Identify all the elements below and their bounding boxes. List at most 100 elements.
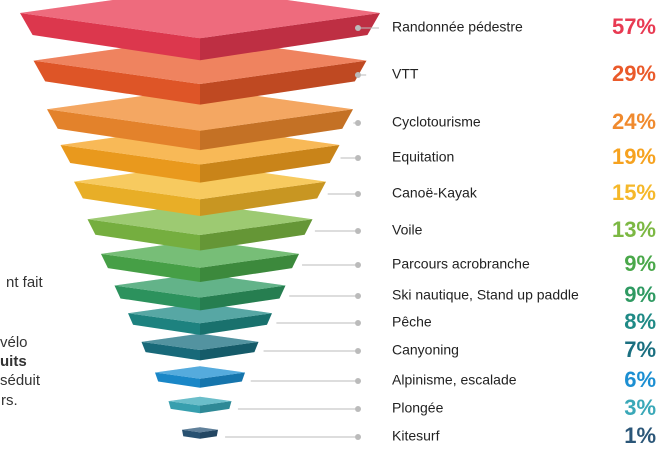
side-text: vélo <box>0 334 28 351</box>
layer-top <box>47 87 353 131</box>
side-text: nt fait <box>6 274 44 291</box>
layer-front-right <box>200 429 218 439</box>
layer-front-right <box>200 60 367 105</box>
category-label: Cyclotourisme <box>392 114 481 130</box>
layer-top <box>128 303 272 324</box>
layer-front-right <box>200 372 245 388</box>
connector-dot <box>355 293 361 299</box>
funnel-layer <box>182 427 218 439</box>
layer-top <box>20 0 380 39</box>
layer-front-right <box>200 144 340 183</box>
layer-top <box>101 240 299 268</box>
layer-front-right <box>200 13 380 61</box>
funnel-layer <box>114 273 286 311</box>
category-label: Pêche <box>392 314 432 330</box>
connector-dot <box>355 191 361 197</box>
layer-top <box>168 396 232 406</box>
layer-front-left <box>74 181 200 217</box>
layer-front-right <box>200 219 313 251</box>
value-label: 3% <box>624 395 656 420</box>
layer-top <box>114 273 286 298</box>
layer-front-right <box>200 181 326 217</box>
layer-front-left <box>60 144 200 183</box>
layer-top <box>141 333 259 351</box>
category-label: Ski nautique, Stand up paddle <box>392 287 579 303</box>
value-label: 19% <box>612 144 656 169</box>
layer-front-left <box>155 372 200 388</box>
value-label: 57% <box>612 14 656 39</box>
value-label: 29% <box>612 61 656 86</box>
layer-front-left <box>128 313 200 335</box>
layer-front-right <box>200 372 245 388</box>
connector-dot <box>355 348 361 354</box>
layer-top <box>155 366 245 379</box>
funnel-layer <box>87 203 313 251</box>
value-label: 1% <box>624 423 656 448</box>
layer-front-right <box>200 109 353 151</box>
connector-dot <box>355 155 361 161</box>
layer-front-left <box>155 372 200 388</box>
layer-front-right <box>200 285 286 311</box>
layer-front-left <box>114 285 200 311</box>
connector-dot <box>355 434 361 440</box>
funnel-layer <box>128 303 272 335</box>
layer-front-right <box>200 253 299 282</box>
layer-front-left <box>141 341 200 361</box>
layer-front-right <box>200 60 367 105</box>
category-label: Parcours acrobranche <box>392 256 530 272</box>
layer-top <box>155 366 245 379</box>
value-label: 13% <box>612 217 656 242</box>
connector-dot <box>355 262 361 268</box>
layer-front-left <box>33 60 200 105</box>
layer-top <box>168 396 232 406</box>
layer-front-left <box>168 401 200 414</box>
side-text: séduit <box>0 372 41 389</box>
layer-front-left <box>168 401 200 414</box>
connector-dot <box>355 320 361 326</box>
category-label: Canoë-Kayak <box>392 185 478 201</box>
funnel-layer <box>168 396 232 414</box>
layer-front-right <box>200 429 218 439</box>
category-label: VTT <box>392 66 419 82</box>
value-label: 7% <box>624 337 656 362</box>
layer-top <box>182 427 218 433</box>
layer-top <box>20 0 380 39</box>
connector-dot <box>355 72 361 78</box>
category-label: Equitation <box>392 149 454 165</box>
layer-top <box>101 240 299 268</box>
layer-front-right <box>200 285 286 311</box>
category-label: Voile <box>392 222 423 238</box>
layer-front-right <box>200 109 353 151</box>
layer-front-right <box>200 341 259 361</box>
layer-front-left <box>141 341 200 361</box>
layer-front-left <box>87 219 200 251</box>
value-label: 9% <box>624 282 656 307</box>
layer-front-left <box>182 429 200 439</box>
category-label: Plongée <box>392 400 444 416</box>
connector-dot <box>355 228 361 234</box>
funnel-layer <box>141 333 259 361</box>
funnel-layer <box>33 37 367 105</box>
layer-front-right <box>200 144 340 183</box>
funnel-layer <box>101 240 299 282</box>
funnel-layer <box>47 87 353 151</box>
connector-dot <box>355 120 361 126</box>
layer-top <box>128 303 272 324</box>
layer-front-left <box>47 109 200 151</box>
funnel-layer <box>155 366 245 388</box>
layer-front-right <box>200 13 380 61</box>
layer-front-left <box>60 144 200 183</box>
value-label: 6% <box>624 367 656 392</box>
category-label: Randonnée pédestre <box>392 19 523 35</box>
layer-top <box>33 37 367 84</box>
layer-front-left <box>101 253 200 282</box>
funnel-layer <box>20 0 380 61</box>
layer-front-left <box>20 13 200 61</box>
side-text: uits <box>0 353 27 370</box>
layer-front-right <box>200 341 259 361</box>
layer-front-left <box>20 13 200 61</box>
category-label: Canyoning <box>392 342 459 358</box>
value-label: 9% <box>624 251 656 276</box>
layer-front-right <box>200 401 232 414</box>
side-text: rs. <box>1 392 18 409</box>
